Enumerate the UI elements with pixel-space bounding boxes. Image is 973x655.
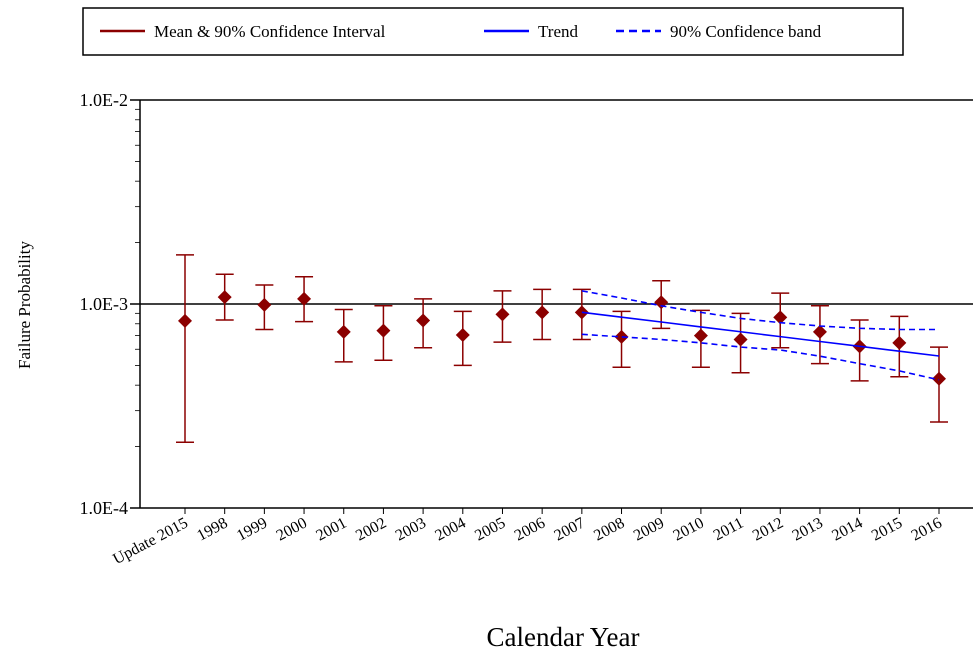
- x-axis-label: Calendar Year: [487, 622, 640, 652]
- x-tick-label: 2016: [909, 515, 945, 545]
- x-tick-label: 2010: [671, 515, 707, 545]
- x-tick-label: 2004: [432, 515, 468, 545]
- mean-marker: [257, 297, 272, 312]
- band-lower: [581, 333, 940, 381]
- x-tick-label: 2012: [750, 515, 786, 545]
- x-tick-label: 2015: [869, 515, 905, 545]
- x-tick-label: 2000: [274, 515, 310, 545]
- mean-marker: [932, 371, 946, 386]
- x-tick-label: 1999: [234, 515, 270, 545]
- mean-marker: [376, 323, 391, 338]
- x-tick-label: 2014: [829, 515, 865, 545]
- x-tick-label: Update 2015: [110, 515, 191, 569]
- x-tick-label: 2009: [631, 515, 667, 545]
- x-tick-label: 2005: [472, 515, 508, 545]
- trend-line: [581, 311, 940, 357]
- x-tick-label: 2001: [313, 515, 349, 545]
- mean-marker: [693, 328, 708, 343]
- x-tick-label: 2008: [591, 515, 627, 545]
- mean-marker: [178, 313, 192, 328]
- mean-marker: [495, 307, 510, 322]
- mean-marker: [455, 327, 470, 342]
- x-tick-label: 2013: [790, 515, 826, 545]
- y-tick-label: 1.0E-3: [80, 294, 129, 314]
- mean-marker: [535, 305, 550, 320]
- mean-marker: [336, 324, 351, 339]
- legend-label: Mean & 90% Confidence Interval: [154, 22, 386, 41]
- x-tick-label: 2006: [512, 515, 548, 545]
- y-tick-label: 1.0E-4: [80, 498, 129, 518]
- mean-marker: [297, 291, 312, 306]
- legend-label: Trend: [538, 22, 578, 41]
- mean-marker: [416, 313, 431, 328]
- y-axis-label: Failure Probability: [15, 241, 34, 369]
- band-upper: [581, 290, 939, 331]
- x-tick-label: 2011: [711, 515, 747, 545]
- mean-marker: [733, 332, 748, 347]
- x-tick-label: 2002: [353, 515, 389, 545]
- mean-marker: [812, 324, 827, 339]
- mean-marker: [892, 335, 907, 350]
- mean-marker: [217, 290, 232, 305]
- x-tick-label: 1998: [194, 515, 230, 545]
- mean-marker: [773, 310, 788, 325]
- x-tick-label: 2003: [393, 515, 429, 545]
- legend-label: 90% Confidence band: [670, 22, 822, 41]
- x-tick-label: 2007: [551, 515, 587, 545]
- mean-marker: [614, 329, 629, 344]
- y-tick-label: 1.0E-2: [80, 90, 129, 110]
